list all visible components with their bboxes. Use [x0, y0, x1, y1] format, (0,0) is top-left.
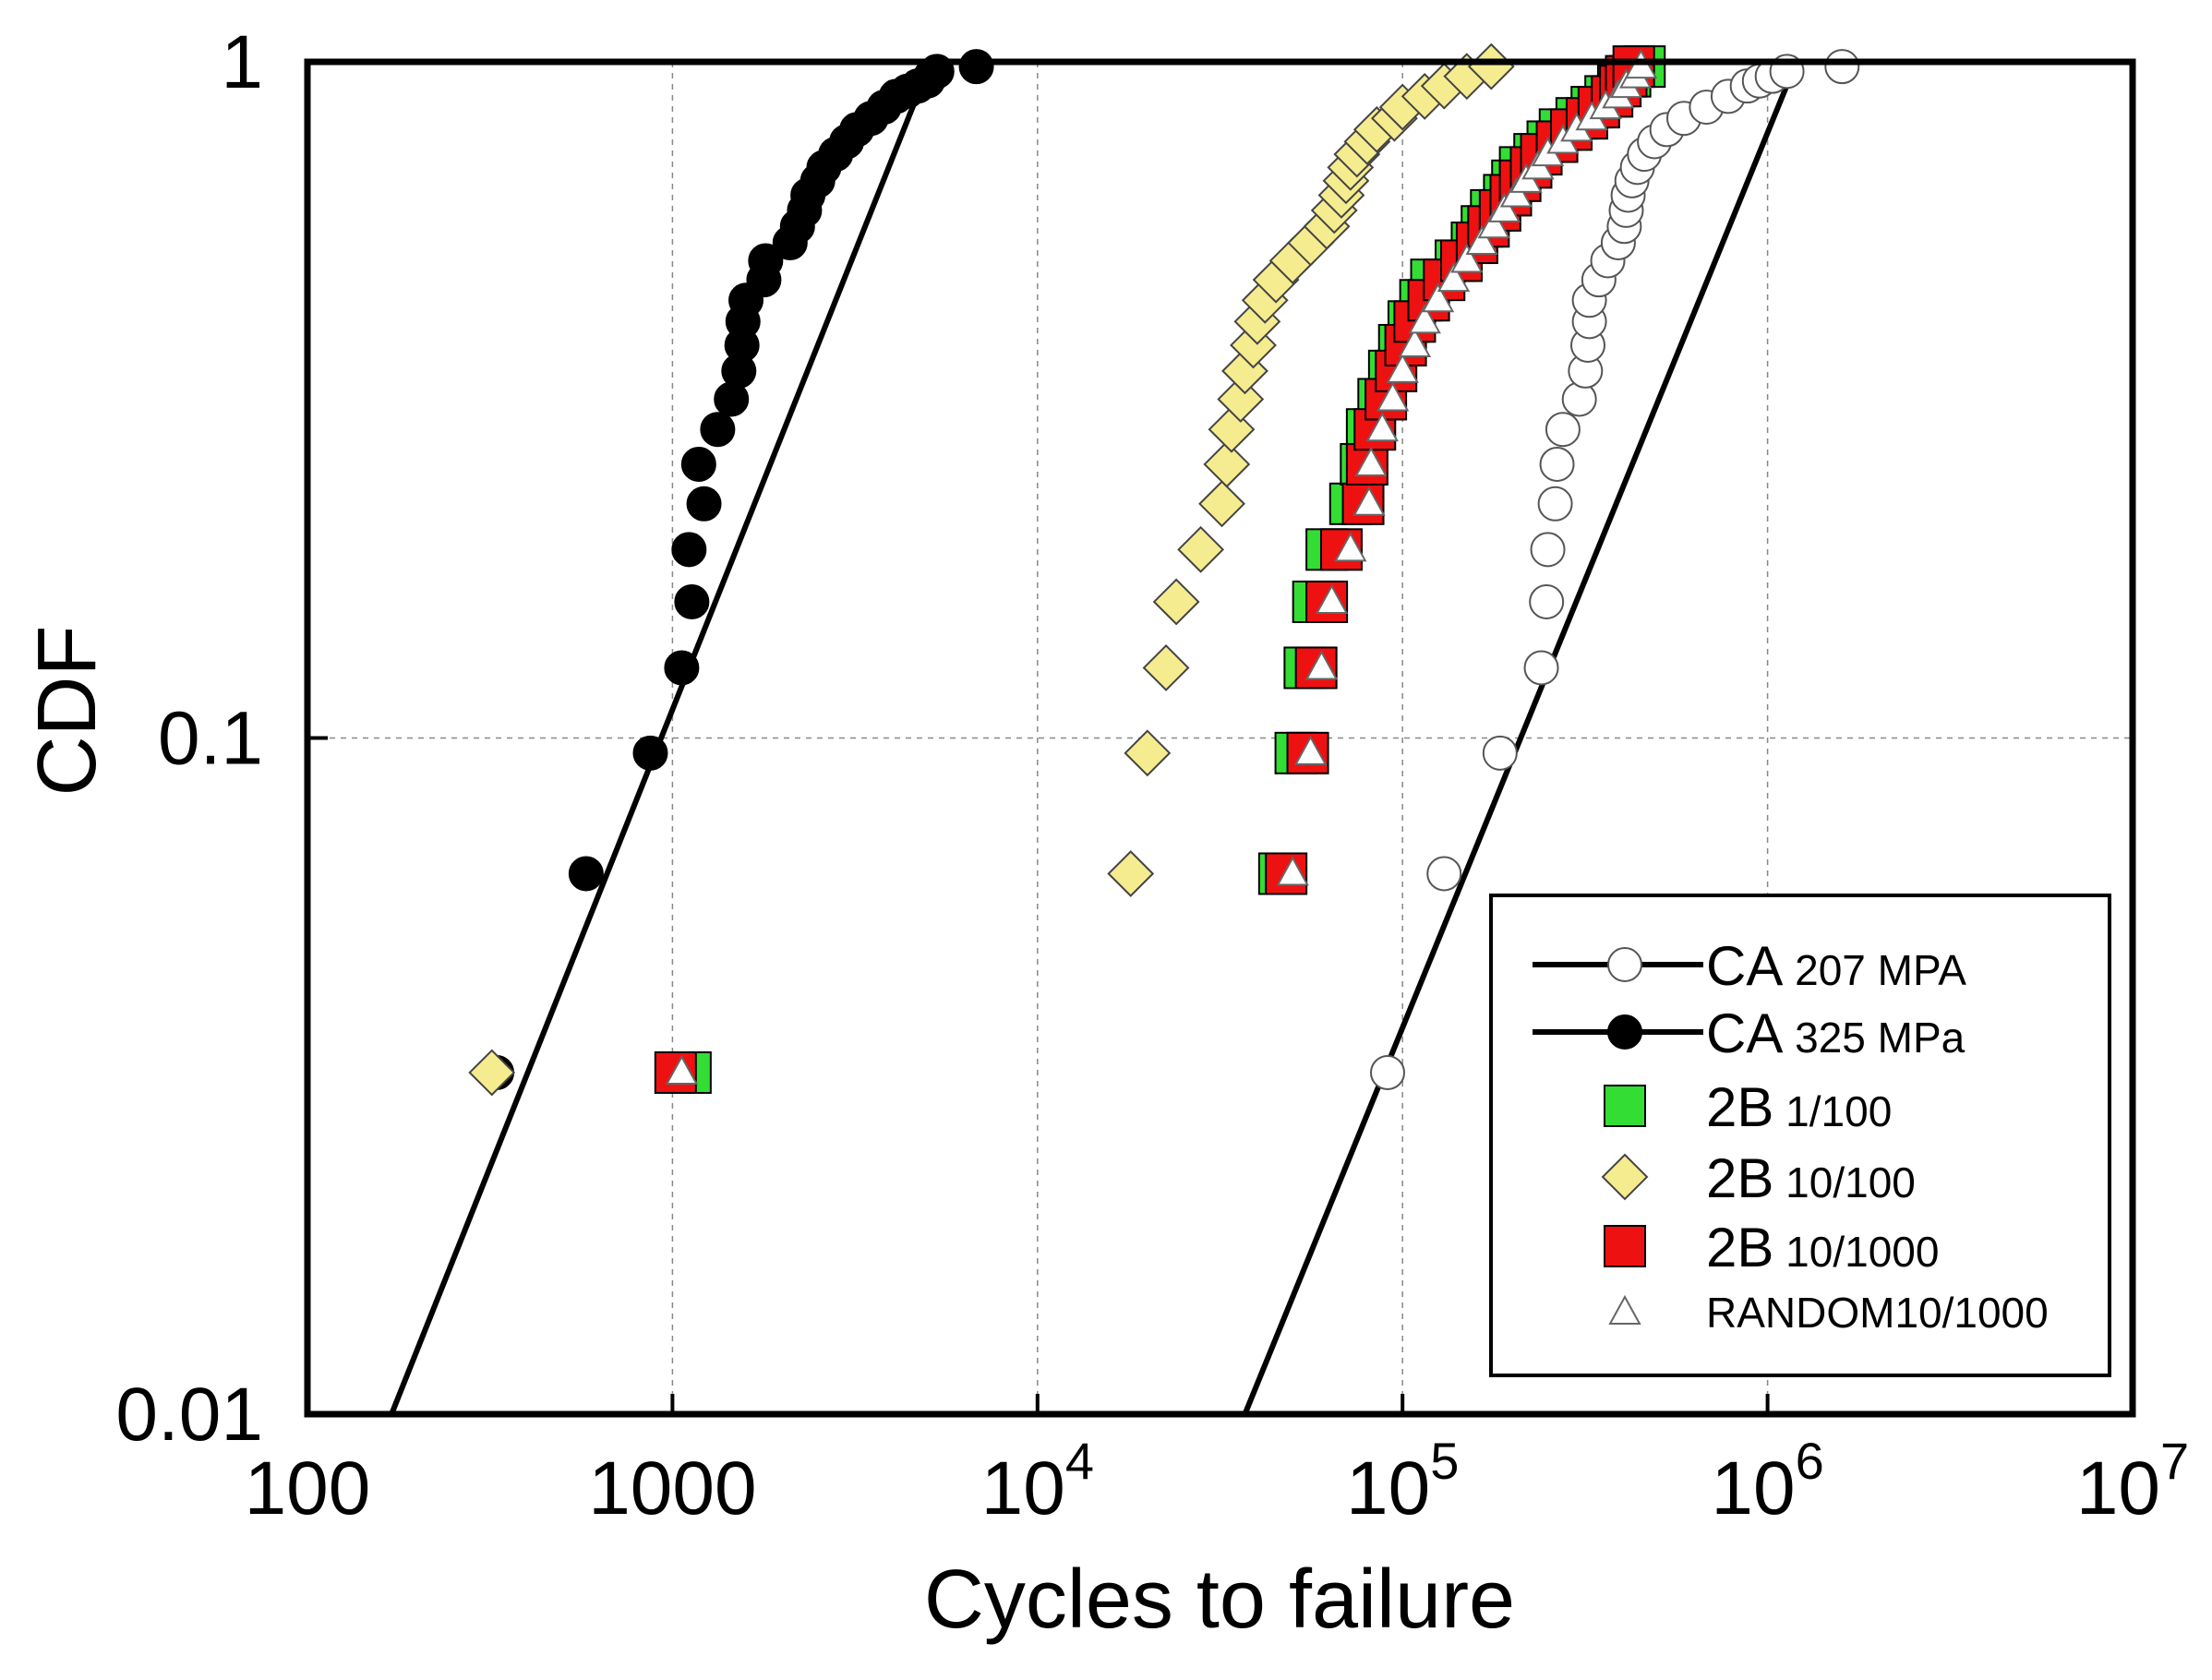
point-2b-10-100: [1142, 644, 1190, 691]
legend-label: RANDOM10/1000: [1706, 1289, 2049, 1337]
point-random10-1000: [1499, 177, 1533, 208]
point-ca-325-mpa: [680, 446, 716, 482]
point-random10-1000: [1487, 192, 1521, 222]
series-random10-1000: [665, 49, 1658, 1085]
y-axis-label: CDF: [21, 626, 114, 797]
fit-line: [389, 60, 933, 1416]
legend-label: CA 325 MPa: [1706, 1002, 1966, 1064]
legend-marker: [1601, 1153, 1649, 1201]
point-ca-207-mpa: [1523, 650, 1559, 686]
point-random10-1000: [1465, 224, 1498, 256]
point-random10-1000: [1315, 583, 1349, 614]
point-ca-325-mpa: [748, 243, 784, 279]
point-random10-1000: [1450, 243, 1484, 273]
point-2b-10-100: [1217, 376, 1265, 423]
x-tick-label: 1000: [588, 1446, 756, 1530]
series-ca-325-mpa: [479, 49, 994, 1090]
fit-line: [1242, 60, 1799, 1416]
x-tick-label: 107: [2076, 1432, 2189, 1530]
point-ca-207-mpa: [1545, 412, 1581, 448]
series-ca-207-mpa: [1370, 49, 1860, 1090]
legend-marker: [1608, 1294, 1641, 1325]
point-ca-325-mpa: [664, 650, 700, 686]
point-ca-325-mpa: [674, 583, 710, 619]
y-tick-label: 0.01: [115, 1373, 263, 1457]
point-2b-10-100: [1198, 480, 1245, 528]
fit-lines: [389, 60, 1799, 1416]
point-random10-1000: [1421, 282, 1455, 313]
x-tick-label: 100: [245, 1446, 371, 1530]
point-ca-207-mpa: [1539, 446, 1575, 482]
data-points: [468, 42, 1860, 1097]
point-ca-325-mpa: [632, 735, 668, 771]
legend-box: [1489, 894, 2111, 1377]
point-ca-325-mpa: [958, 49, 994, 85]
point-ca-207-mpa: [1537, 486, 1573, 522]
point-random10-1000: [1276, 856, 1309, 886]
point-random10-1000: [1477, 209, 1510, 239]
legend-marker: [1607, 947, 1642, 982]
point-2b-10-100: [1124, 729, 1172, 777]
point-random10-1000: [1354, 446, 1388, 476]
point-random10-1000: [1376, 381, 1410, 412]
legend-label: 2B 10/1000: [1706, 1217, 1939, 1278]
point-ca-325-mpa: [686, 486, 722, 522]
point-ca-325-mpa: [568, 856, 604, 892]
point-ca-207-mpa: [1530, 532, 1566, 568]
point-2b-10-100: [1177, 525, 1225, 573]
legend-label: CA 207 MPA: [1706, 935, 1966, 997]
point-2b-10-100: [1152, 578, 1200, 626]
point-2b-10-100: [468, 1049, 516, 1097]
point-random10-1000: [1304, 650, 1339, 680]
point-random10-1000: [1437, 262, 1471, 293]
point-ca-207-mpa: [1426, 856, 1462, 892]
point-random10-1000: [665, 1054, 699, 1085]
point-random10-1000: [1352, 486, 1386, 516]
point-ca-207-mpa: [1824, 49, 1860, 85]
legend-label: 2B 10/100: [1706, 1147, 1916, 1209]
point-random10-1000: [1386, 353, 1419, 383]
point-random10-1000: [1334, 532, 1367, 562]
y-tick-label: 1: [221, 20, 263, 104]
point-ca-207-mpa: [1529, 583, 1565, 619]
legend-label: 2B 1/100: [1706, 1076, 1892, 1138]
series-2b-10-100: [468, 42, 1515, 1097]
x-axis-label: Cycles to failure: [924, 1554, 1515, 1646]
point-random10-1000: [1293, 735, 1328, 765]
x-axis-ticks: 100 1000 104 105 106 107: [245, 1394, 2189, 1530]
x-tick-label: 104: [981, 1432, 1094, 1530]
legend-marker: [1607, 1014, 1642, 1050]
grid-lines: [307, 62, 2133, 1414]
legend-marker: [1604, 1225, 1646, 1267]
point-2b-10-100: [1107, 850, 1155, 897]
x-tick-label: 106: [1711, 1432, 1823, 1530]
point-ca-325-mpa: [700, 412, 736, 448]
point-random10-1000: [1365, 412, 1399, 442]
legend-marker: [1604, 1085, 1646, 1127]
point-random10-1000: [1398, 327, 1432, 357]
point-ca-325-mpa: [671, 532, 707, 568]
point-ca-207-mpa: [1482, 735, 1518, 771]
y-tick-label: 0.1: [158, 697, 263, 781]
point-random10-1000: [1408, 304, 1441, 334]
y-axis-ticks: 0.01 0.1 1: [115, 20, 328, 1457]
point-2b-10-100: [1203, 440, 1251, 488]
point-ca-207-mpa: [1370, 1054, 1406, 1090]
x-tick-label: 105: [1346, 1432, 1459, 1530]
